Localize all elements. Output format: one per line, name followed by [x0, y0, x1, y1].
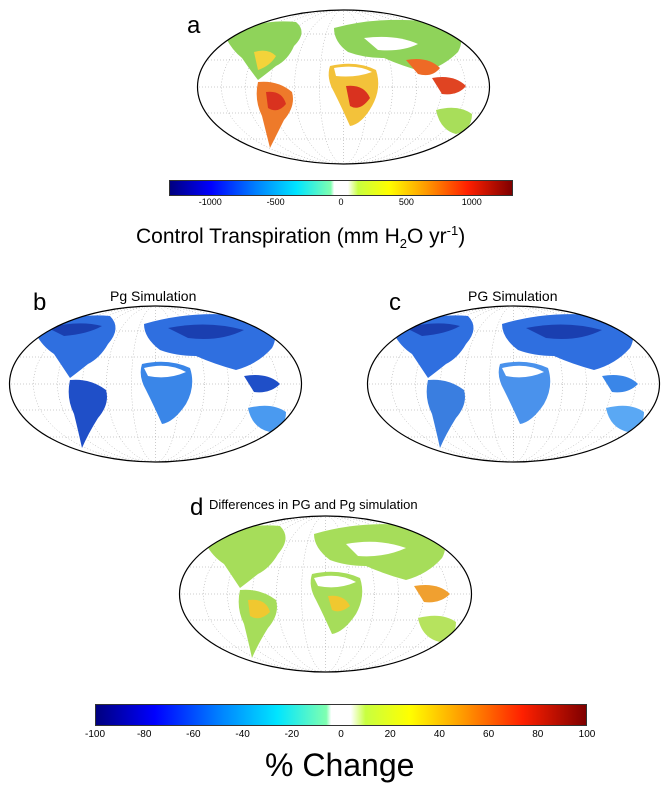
colorbar-d-ticks: -100 -80 -60 -40 -20 0 20 40 60 80 100	[85, 729, 595, 742]
tick-a-2: 0	[338, 197, 344, 207]
tick-a-3: 500	[398, 197, 414, 207]
tick-a-0: -1000	[198, 197, 222, 207]
world-map-c-svg	[366, 305, 661, 463]
map-a	[196, 8, 491, 166]
colorbar-d-title: % Change	[265, 747, 415, 783]
tick-d-3: -40	[235, 729, 250, 740]
tick-d-0: -100	[84, 729, 106, 740]
tick-d-6: 20	[384, 729, 396, 740]
tick-a-4: 1000	[461, 197, 482, 207]
tick-d-7: 40	[433, 729, 445, 740]
land-south-america-a	[256, 81, 293, 148]
tick-d-1: -80	[136, 729, 152, 740]
map-c	[366, 304, 661, 464]
colorbar-a-ticks: -1000 -500 0 500 1000	[169, 198, 513, 208]
tick-d-5: 0	[338, 729, 344, 740]
panel-d-letter: d	[190, 494, 204, 521]
tick-d-2: -60	[186, 729, 201, 740]
world-map-d-svg	[178, 515, 473, 673]
colorbar-d	[95, 704, 587, 726]
land-australia-a	[436, 107, 472, 134]
panel-d-title: Differences in PG and Pg simulation	[209, 497, 418, 512]
world-map-a-svg	[196, 9, 491, 165]
colorbar-a	[169, 180, 513, 196]
tick-d-4: -20	[284, 729, 300, 740]
panel-b-title: Pg Simulation	[110, 288, 197, 304]
map-b	[8, 304, 303, 464]
map-d	[178, 514, 473, 674]
panel-c-letter: c	[389, 289, 401, 316]
tick-d-9: 80	[532, 729, 544, 740]
panel-c-title: PG Simulation	[468, 288, 558, 304]
tick-d-10: 100	[578, 729, 596, 740]
tick-d-8: 60	[483, 729, 495, 740]
colorbar-a-title: Control Transpiration (mm H2O yr-1)	[136, 223, 466, 252]
land-se-asia-a	[432, 77, 466, 95]
land-north-america-a	[226, 21, 302, 80]
world-map-b-svg	[8, 305, 303, 463]
panel-a-letter: a	[187, 12, 201, 39]
panel-b-letter: b	[33, 289, 47, 316]
tick-a-1: -500	[266, 197, 285, 207]
